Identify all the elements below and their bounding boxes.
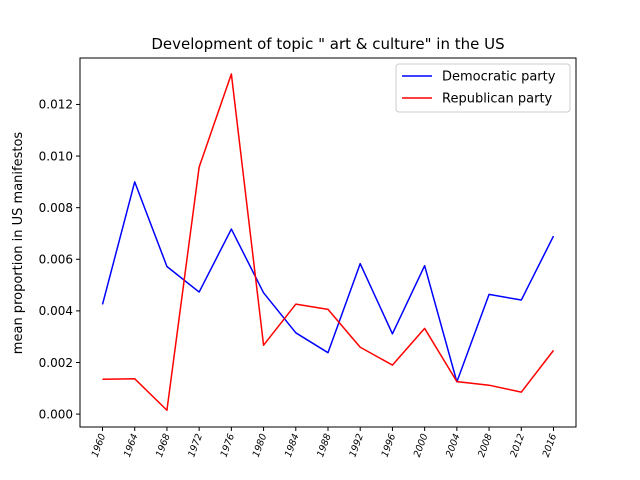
y-tick-label: 0.002 xyxy=(39,356,73,370)
y-tick-label: 0.012 xyxy=(39,98,73,112)
legend-label-democratic: Democratic party xyxy=(442,70,556,85)
y-tick-label: 0.006 xyxy=(39,253,73,267)
y-tick-label: 0.008 xyxy=(39,201,73,215)
plot-frame xyxy=(79,57,577,428)
legend-box xyxy=(395,63,571,113)
y-axis-label: mean proportion in US manifestos xyxy=(11,132,26,355)
legend-label-republican: Republican party xyxy=(442,92,553,107)
series-layer xyxy=(101,73,555,411)
series-line-democratic xyxy=(101,181,555,383)
y-tick-label: 0.010 xyxy=(39,149,73,163)
y-tick-label: 0.000 xyxy=(39,407,73,421)
y-tick-label: 0.004 xyxy=(39,304,73,318)
chart-title: Development of topic " art & culture" in… xyxy=(151,35,504,53)
legend: Democratic party Republican party xyxy=(395,63,571,113)
y-axis-ticks: 0.000 0.002 0.004 0.006 0.008 0.010 0.012 xyxy=(39,98,80,421)
series-line-republican xyxy=(102,73,555,411)
